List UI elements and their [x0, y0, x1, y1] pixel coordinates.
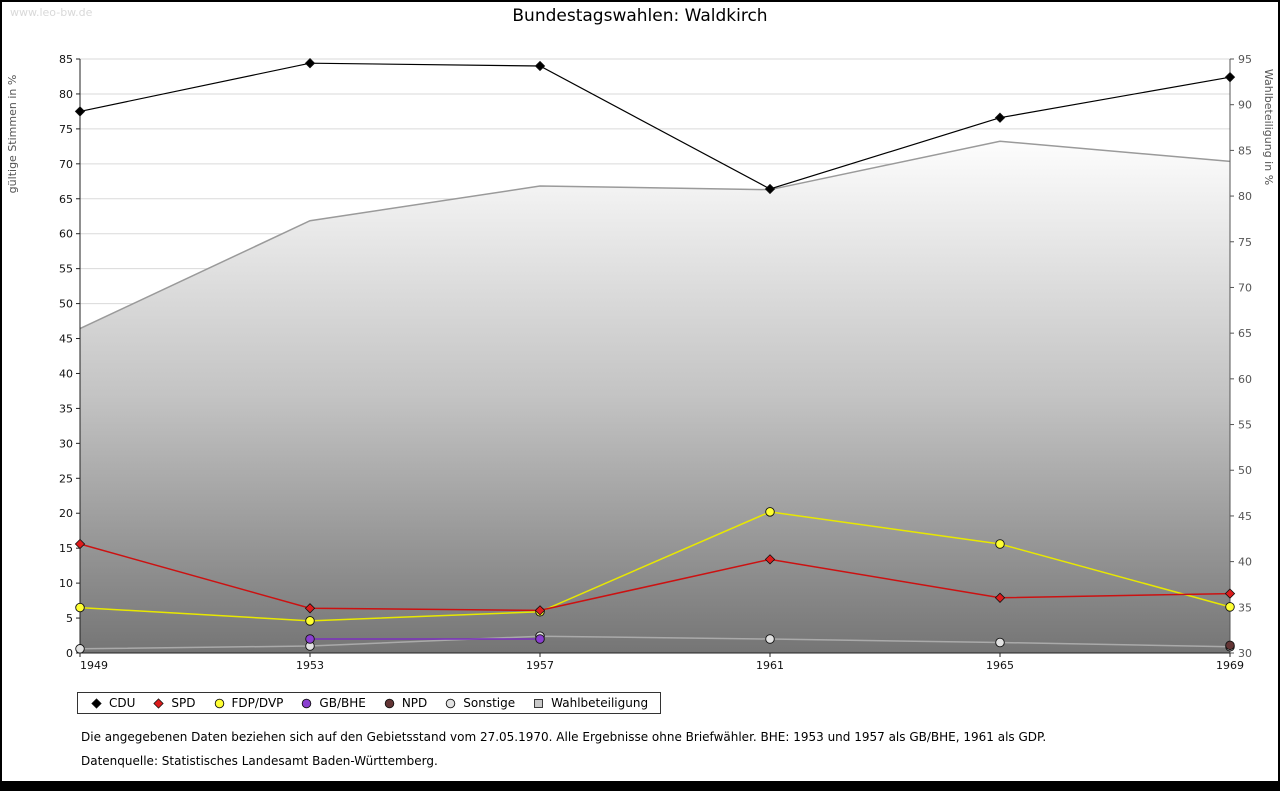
svg-text:15: 15 [59, 542, 73, 555]
svg-text:45: 45 [59, 333, 73, 346]
svg-text:1965: 1965 [986, 659, 1014, 672]
legend-item-npd: NPD [383, 696, 427, 710]
svg-text:90: 90 [1238, 99, 1252, 112]
svg-text:85: 85 [59, 53, 73, 66]
svg-text:65: 65 [59, 193, 73, 206]
site-watermark: www.leo-bw.de [10, 6, 93, 19]
svg-text:1953: 1953 [296, 659, 324, 672]
legend-item-gb-bhe: GB/BHE [300, 696, 366, 710]
series-npd [1225, 640, 1235, 651]
svg-text:25: 25 [59, 472, 73, 485]
series-cdu [74, 58, 1236, 195]
svg-text:60: 60 [1238, 373, 1252, 386]
svg-text:80: 80 [59, 88, 73, 101]
legend-label: CDU [109, 696, 136, 710]
legend-label: FDP/DVP [231, 696, 284, 710]
svg-text:45: 45 [1238, 510, 1252, 523]
legend-label: SPD [171, 696, 196, 710]
svg-text:55: 55 [59, 263, 73, 276]
svg-text:55: 55 [1238, 419, 1252, 432]
svg-text:65: 65 [1238, 327, 1252, 340]
svg-text:80: 80 [1238, 190, 1252, 203]
svg-text:1969: 1969 [1216, 659, 1244, 672]
svg-text:60: 60 [59, 228, 73, 241]
legend-item-fdp-dvp: FDP/DVP [213, 696, 284, 710]
legend-label: NPD [401, 696, 428, 710]
data-series [74, 58, 1236, 654]
wahlbeteiligung-marker-icon [534, 698, 544, 708]
cdu-marker-icon [91, 697, 102, 709]
axes [76, 58, 1234, 657]
fdp-dvp-marker-icon [214, 698, 224, 708]
footnote-source: Datenquelle: Statistisches Landesamt Bad… [81, 754, 438, 768]
npd-marker-icon [384, 698, 395, 708]
svg-text:85: 85 [1238, 144, 1252, 157]
legend-item-sonstige: Sonstige [444, 696, 515, 710]
svg-text:5: 5 [66, 612, 73, 625]
svg-text:95: 95 [1238, 53, 1252, 66]
svg-text:75: 75 [59, 123, 73, 136]
svg-text:20: 20 [59, 507, 73, 520]
legend-label: GB/BHE [319, 696, 366, 710]
svg-text:Wahlbeteiligung in %: Wahlbeteiligung in % [1262, 69, 1275, 185]
legend-item-cdu: CDU [90, 696, 135, 710]
svg-text:40: 40 [1238, 556, 1252, 569]
bottom-bar [2, 781, 1278, 789]
series-spd [74, 538, 1236, 616]
svg-text:1961: 1961 [756, 659, 784, 672]
spd-marker-icon [153, 697, 165, 709]
svg-text:35: 35 [1238, 601, 1252, 614]
legend-label: Sonstige [463, 696, 516, 710]
series-gb-bhe [305, 634, 545, 644]
svg-text:1957: 1957 [526, 659, 554, 672]
svg-text:70: 70 [59, 158, 73, 171]
svg-text:30: 30 [59, 437, 73, 450]
turnout-area [79, 140, 1231, 653]
sonstige-marker-icon [446, 698, 456, 708]
svg-text:70: 70 [1238, 281, 1252, 294]
chart-title: Bundestagswahlen: Waldkirch [512, 6, 768, 26]
svg-text:10: 10 [59, 577, 73, 590]
svg-text:1949: 1949 [80, 659, 108, 672]
chart-legend: CDU SPD FDP/DVP GB/BHE NPD Sonstige Wahlbeteil… [77, 692, 662, 714]
svg-text:gültige Stimmen in %: gültige Stimmen in % [6, 75, 19, 194]
footnote-note: Die angegebenen Daten beziehen sich auf … [81, 730, 1047, 744]
svg-text:75: 75 [1238, 236, 1252, 249]
legend-label: Wahlbeteiligung [551, 696, 649, 710]
axis-labels: 0 5 10 15 20 25 30 35 40 45 50 55 60 65 70 75 80 85 30 35 40… [6, 53, 1275, 672]
legend-item-wahlbeteiligung: Wahlbeteiligung [532, 696, 648, 710]
legend-item-spd: SPD [152, 696, 196, 710]
svg-text:40: 40 [59, 367, 73, 380]
svg-text:30: 30 [1238, 647, 1252, 660]
gb-bhe-marker-icon [302, 698, 312, 708]
svg-text:35: 35 [59, 402, 73, 415]
svg-text:0: 0 [66, 647, 73, 660]
svg-text:50: 50 [1238, 464, 1252, 477]
svg-text:50: 50 [59, 298, 73, 311]
area-wahlbeteiligung [80, 141, 1230, 653]
